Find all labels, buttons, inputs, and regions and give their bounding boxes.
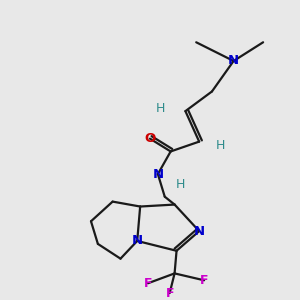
- Text: F: F: [144, 277, 152, 290]
- Text: N: N: [152, 168, 164, 181]
- Text: N: N: [132, 234, 143, 248]
- Text: F: F: [165, 286, 174, 300]
- Text: O: O: [144, 132, 156, 145]
- Text: F: F: [200, 274, 208, 287]
- Text: H: H: [176, 178, 185, 191]
- Text: N: N: [228, 55, 239, 68]
- Text: H: H: [156, 102, 166, 115]
- Text: N: N: [194, 225, 205, 238]
- Text: H: H: [216, 139, 226, 152]
